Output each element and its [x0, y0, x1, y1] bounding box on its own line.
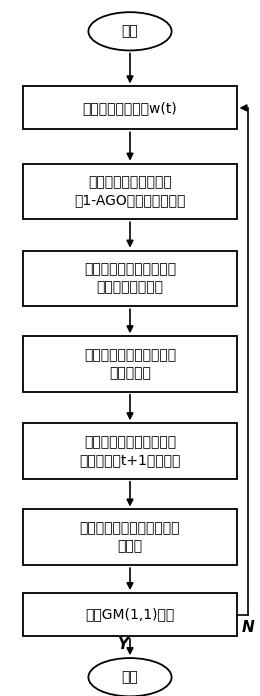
- Text: 结束: 结束: [122, 670, 138, 684]
- FancyBboxPatch shape: [23, 164, 237, 219]
- Text: 重建GM(1,1)模型: 重建GM(1,1)模型: [85, 608, 175, 622]
- Ellipse shape: [88, 13, 172, 51]
- FancyBboxPatch shape: [23, 336, 237, 392]
- Text: 根据微分方程中的系数并
求出方程解: 根据微分方程中的系数并 求出方程解: [84, 348, 176, 380]
- Text: N: N: [242, 620, 255, 635]
- Text: 根据数据列确定白化微分
方程与方程参数值: 根据数据列确定白化微分 方程与方程参数值: [84, 262, 176, 294]
- FancyBboxPatch shape: [23, 251, 237, 306]
- FancyBboxPatch shape: [23, 593, 237, 636]
- Text: 开始: 开始: [122, 24, 138, 38]
- Ellipse shape: [88, 658, 172, 696]
- Text: 补充新数据，得到新原始数
据序列: 补充新数据，得到新原始数 据序列: [80, 521, 180, 553]
- FancyBboxPatch shape: [23, 423, 237, 479]
- FancyBboxPatch shape: [23, 86, 237, 129]
- Text: 一次累加生成数据序列
（1-AGO），生成新序列: 一次累加生成数据序列 （1-AGO），生成新序列: [74, 175, 186, 207]
- Text: 采集侧倾角信号值w(t): 采集侧倾角信号值w(t): [83, 101, 177, 115]
- Text: 求得原始数据预测值并得
到预测步长t+1的预测值: 求得原始数据预测值并得 到预测步长t+1的预测值: [79, 435, 181, 467]
- Text: Y: Y: [117, 637, 128, 652]
- FancyBboxPatch shape: [23, 509, 237, 565]
